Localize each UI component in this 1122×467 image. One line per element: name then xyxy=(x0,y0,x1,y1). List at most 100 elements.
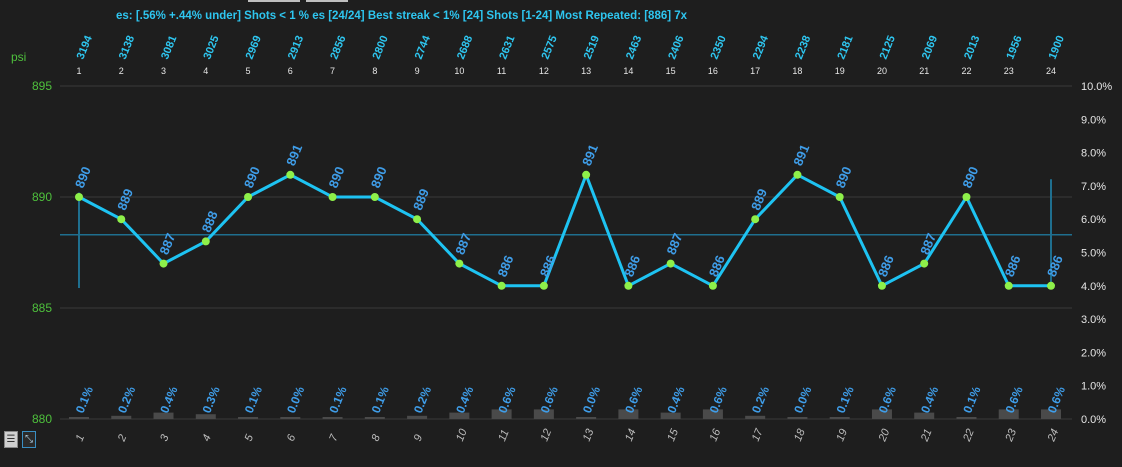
deviation-label: 0.1% xyxy=(960,384,983,415)
menu-icon[interactable]: ☰ xyxy=(4,431,18,448)
deviation-label: 0.1% xyxy=(242,384,265,415)
deviation-bar xyxy=(449,412,470,419)
y2-tick-label: 10.0% xyxy=(1081,81,1112,93)
shot-count-label: 2125 xyxy=(878,34,898,61)
deviation-label: 0.2% xyxy=(115,384,138,415)
data-point xyxy=(666,259,675,268)
shot-count-label: 2463 xyxy=(624,34,644,61)
shot-number-top: 5 xyxy=(246,66,251,76)
shot-number-bottom: 4 xyxy=(200,433,213,443)
shot-count-label: 2744 xyxy=(413,33,434,61)
y2-tick-label: 7.0% xyxy=(1081,181,1106,193)
shot-number-top: 4 xyxy=(203,66,208,76)
shot-count-label: 2856 xyxy=(328,34,348,61)
deviation-label: 0.0% xyxy=(580,384,603,415)
shot-count-label: 2181 xyxy=(835,34,855,61)
data-value-label: 886 xyxy=(706,253,728,279)
shot-number-bottom: 11 xyxy=(496,428,511,443)
shot-number-bottom: 6 xyxy=(285,432,299,443)
data-point xyxy=(751,215,760,224)
data-value-label: 889 xyxy=(114,187,136,213)
deviation-label: 0.4% xyxy=(157,384,180,415)
shot-count-label: 1900 xyxy=(1047,34,1067,61)
deviation-label: 0.6% xyxy=(707,384,730,415)
chart-controls: ☰ ⤡ xyxy=(4,431,42,453)
shot-count-label: 2800 xyxy=(370,34,390,61)
deviation-bar xyxy=(660,412,681,419)
deviation-label: 0.2% xyxy=(411,384,434,415)
shot-number-bottom: 20 xyxy=(876,426,892,444)
data-point xyxy=(624,281,633,290)
shot-number-bottom: 7 xyxy=(327,432,341,443)
deviation-bar xyxy=(238,417,259,419)
shot-count-label: 2238 xyxy=(793,34,813,61)
deviation-label: 0.6% xyxy=(1003,384,1026,415)
y2-tick-label: 2.0% xyxy=(1081,347,1106,359)
shot-count-label: 3025 xyxy=(201,34,221,61)
data-point xyxy=(877,281,886,290)
y-tick-label: 890 xyxy=(32,190,52,204)
deviation-bar xyxy=(871,409,892,419)
shot-count-label: 3138 xyxy=(117,34,137,61)
deviation-bar xyxy=(280,417,301,419)
deviation-bar xyxy=(153,412,174,419)
deviation-label: 0.1% xyxy=(833,384,856,415)
shot-number-bottom: 15 xyxy=(665,426,681,443)
shot-number-top: 24 xyxy=(1046,66,1056,76)
deviation-label: 0.6% xyxy=(538,384,561,415)
shot-count-label: 2013 xyxy=(962,34,982,61)
data-value-label: 891 xyxy=(283,142,305,168)
tab-indicator xyxy=(306,0,348,2)
deviation-bar xyxy=(829,417,850,419)
shot-count-label: 2688 xyxy=(455,34,475,61)
y2-tick-label: 1.0% xyxy=(1081,381,1106,393)
deviation-bar xyxy=(407,415,428,419)
shot-count-label: 2294 xyxy=(751,33,772,61)
deviation-label: 0.3% xyxy=(200,384,223,415)
expand-icon[interactable]: ⤡ xyxy=(22,431,36,448)
shot-number-top: 9 xyxy=(415,66,420,76)
shot-count-label: 2969 xyxy=(244,34,264,61)
shot-number-top: 2 xyxy=(119,66,124,76)
shot-number-top: 16 xyxy=(708,66,718,76)
deviation-label: 0.6% xyxy=(495,384,518,415)
deviation-label: 0.1% xyxy=(73,384,96,415)
data-point xyxy=(286,170,295,179)
shot-number-bottom: 18 xyxy=(792,426,808,443)
shot-number-top: 8 xyxy=(372,66,377,76)
shot-number-bottom: 9 xyxy=(412,433,425,443)
shot-number-top: 21 xyxy=(919,66,929,76)
deviation-label: 0.4% xyxy=(664,384,687,415)
data-value-label: 886 xyxy=(494,253,516,279)
shot-number-bottom: 13 xyxy=(581,426,597,443)
shot-number-bottom: 8 xyxy=(369,432,383,443)
deviation-bar xyxy=(69,417,89,419)
shot-number-bottom: 21 xyxy=(918,427,934,444)
deviation-label: 0.1% xyxy=(369,384,392,415)
deviation-bar xyxy=(618,409,639,419)
deviation-bar xyxy=(533,409,554,419)
shot-count-label: 2069 xyxy=(920,34,940,61)
data-value-label: 890 xyxy=(325,164,347,190)
data-value-label: 886 xyxy=(621,253,643,279)
shot-count-label: 2631 xyxy=(497,34,517,61)
data-point xyxy=(117,215,126,224)
shot-number-bottom: 24 xyxy=(1045,427,1061,444)
shot-number-bottom: 17 xyxy=(750,426,766,443)
data-value-label: 890 xyxy=(368,164,390,190)
shot-number-top: 12 xyxy=(539,66,549,76)
shot-number-top: 15 xyxy=(666,66,676,76)
y2-tick-label: 4.0% xyxy=(1081,281,1106,293)
data-value-label: 890 xyxy=(833,164,855,190)
shot-number-bottom: 1 xyxy=(74,433,87,443)
shot-number-top: 19 xyxy=(835,66,845,76)
data-value-label: 886 xyxy=(1002,253,1024,279)
shot-number-top: 6 xyxy=(288,66,293,76)
shot-count-label: 2519 xyxy=(582,34,602,61)
deviation-label: 0.6% xyxy=(1045,384,1068,415)
shot-number-bottom: 22 xyxy=(961,427,977,444)
data-value-label: 889 xyxy=(410,187,432,213)
data-point xyxy=(201,237,210,246)
shot-number-bottom: 14 xyxy=(623,427,639,443)
shot-number-top: 17 xyxy=(750,66,760,76)
